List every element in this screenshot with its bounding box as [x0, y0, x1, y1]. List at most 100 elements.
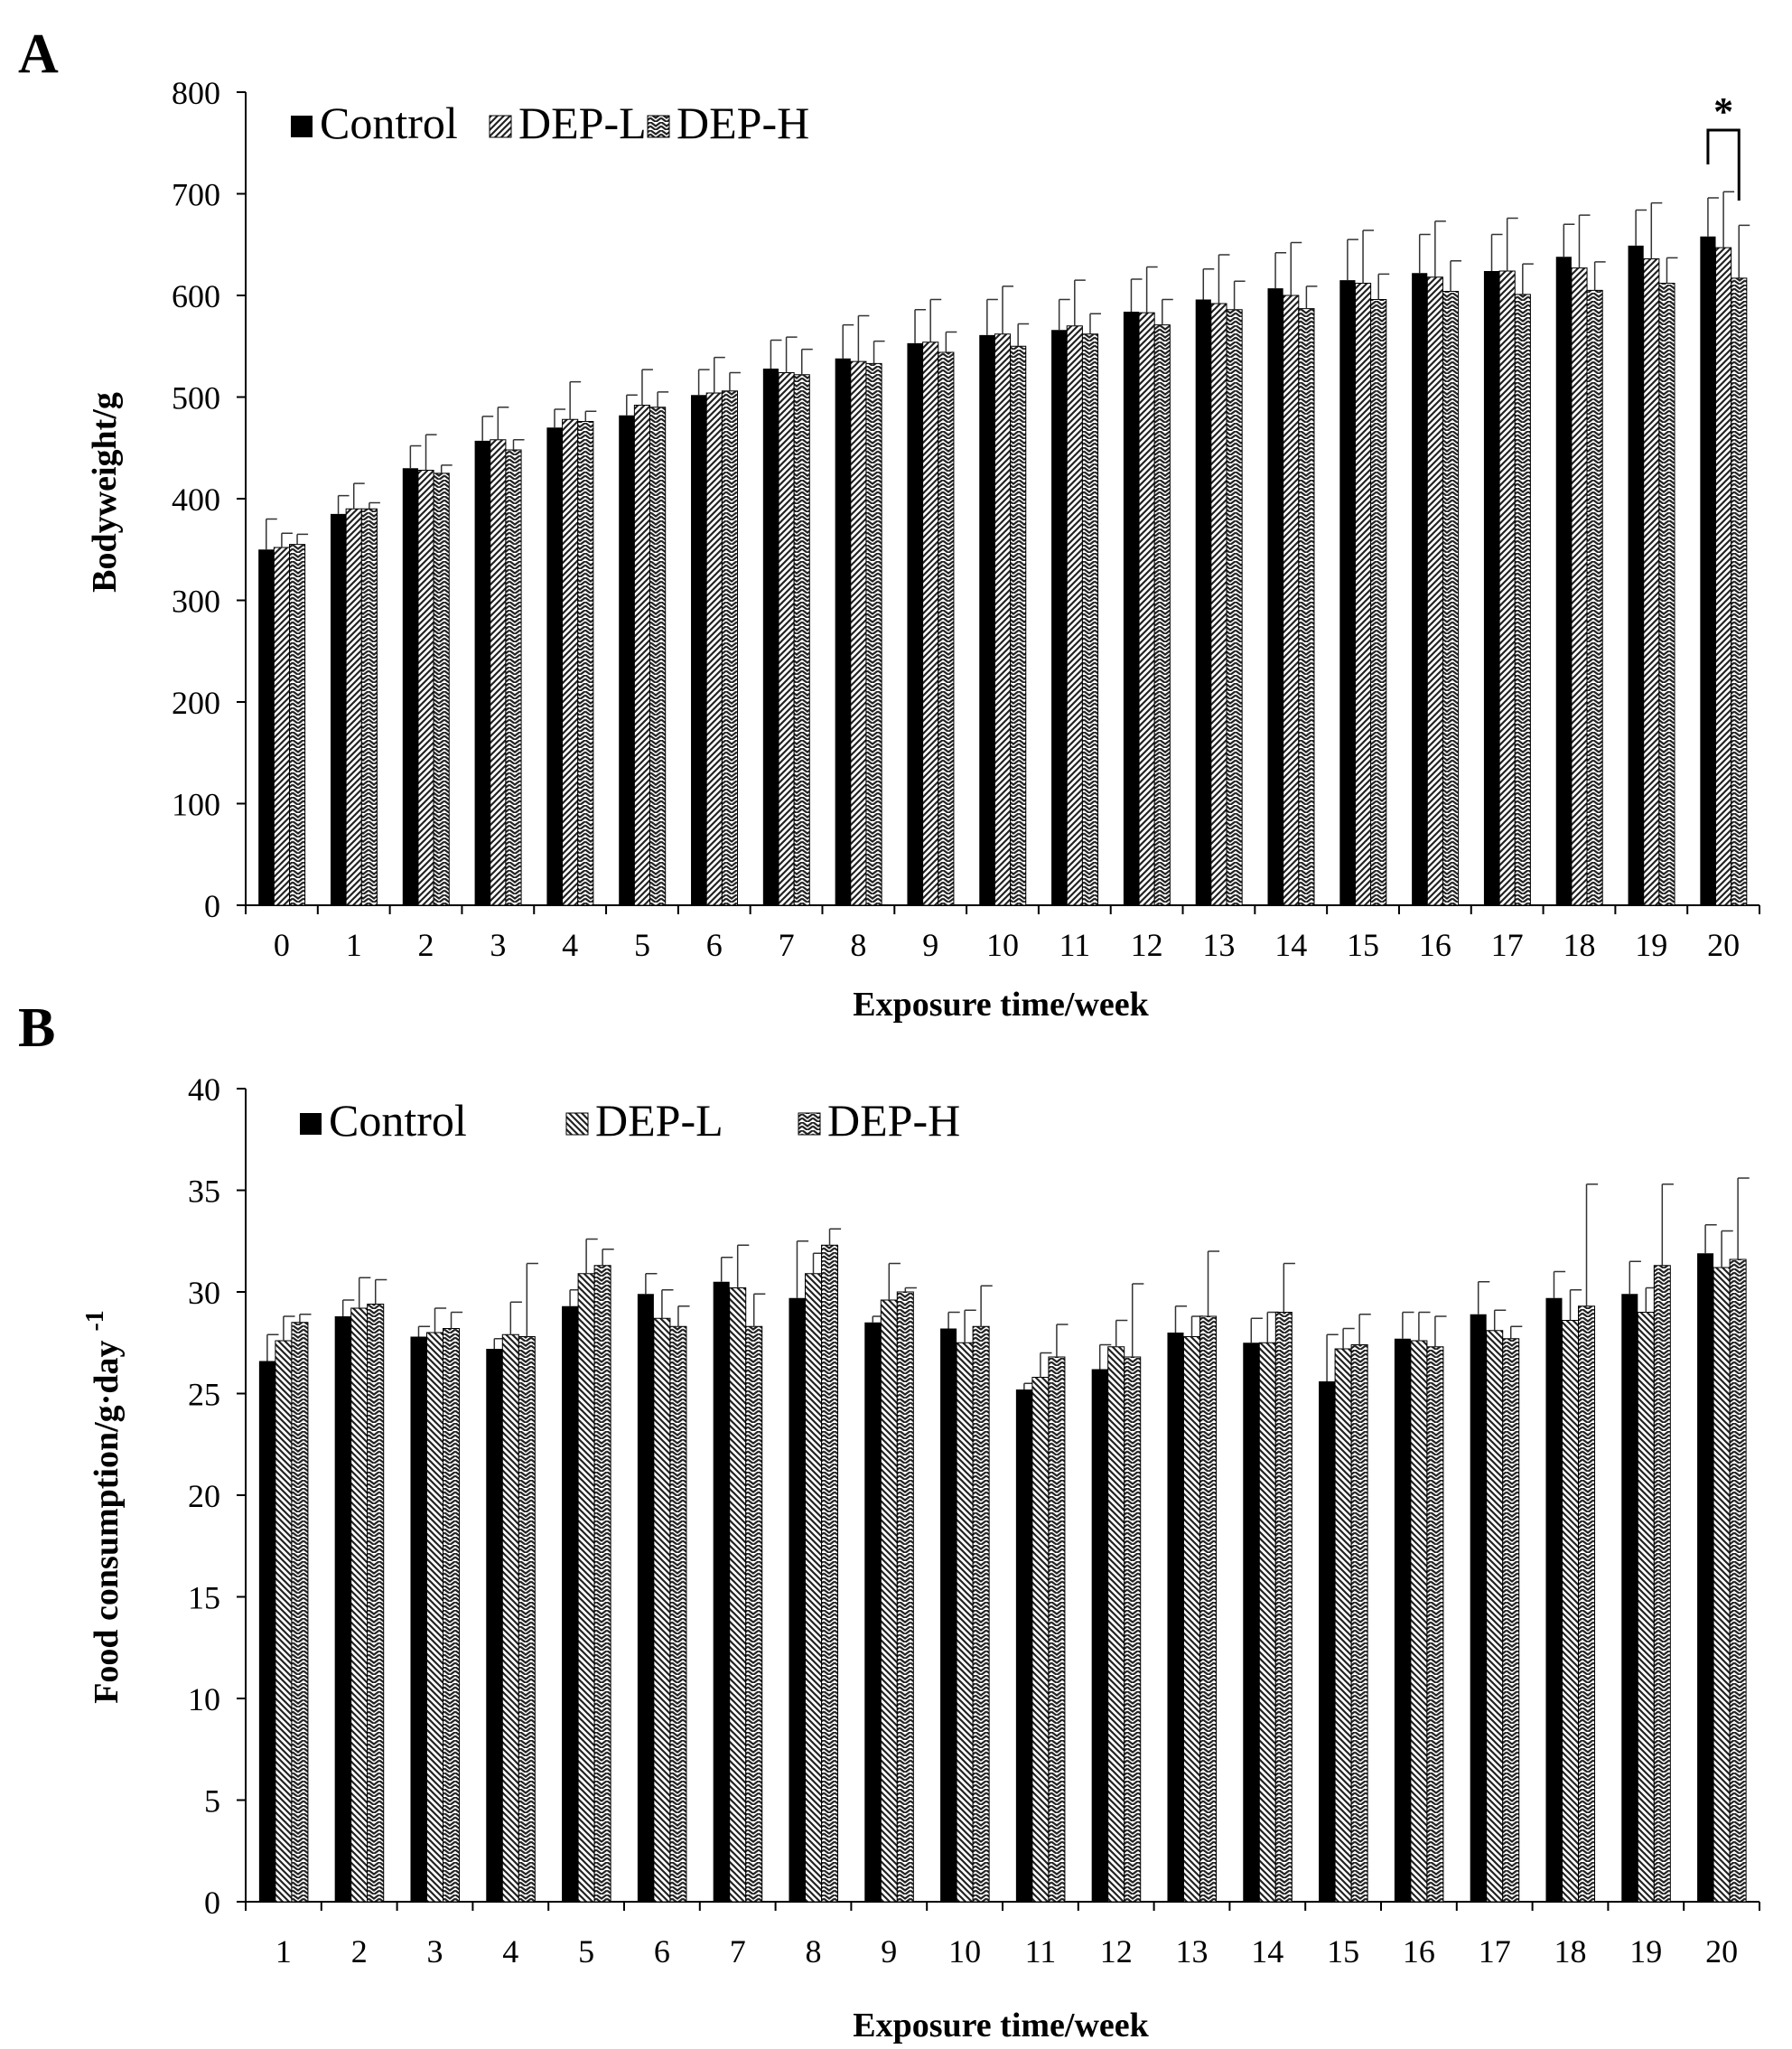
x-tick-label: 6 — [654, 1933, 670, 1969]
bar-control-6 — [691, 395, 707, 905]
x-tick-label: 11 — [1025, 1933, 1057, 1969]
bar-dep-l-1 — [275, 1340, 293, 1903]
bar-dep-h-8 — [865, 362, 882, 906]
legend-label-dep-l: DEP-L — [518, 98, 647, 148]
bars — [258, 1177, 1750, 1903]
y-tick-label: 100 — [172, 787, 220, 823]
x-tick-label: 18 — [1563, 927, 1595, 963]
x-tick-label: 4 — [502, 1933, 518, 1969]
bar-control-0 — [258, 549, 275, 905]
bar-dep-h-4 — [518, 1336, 536, 1903]
x-tick-label: 3 — [427, 1933, 443, 1969]
legend: Control DEP-L DEP-H — [300, 1095, 960, 1146]
bar-control-1 — [258, 1361, 275, 1902]
y-axis-label-text: Food consumption/g·day — [88, 1341, 126, 1704]
legend-swatch-control — [291, 116, 313, 137]
bar-control-20 — [1700, 236, 1716, 905]
bar-dep-l-16 — [1426, 276, 1443, 906]
x-tick-label: 15 — [1347, 927, 1379, 963]
bar-dep-l-7 — [729, 1287, 747, 1903]
bar-dep-l-15 — [1354, 283, 1372, 906]
bar-dep-h-18 — [1578, 1305, 1596, 1903]
bar-dep-l-9 — [922, 342, 939, 906]
y-tick-label: 200 — [172, 685, 220, 721]
bar-dep-l-4 — [562, 418, 579, 906]
bar-dep-h-14 — [1298, 308, 1315, 906]
bar-dep-h-19 — [1658, 283, 1675, 906]
bar-control-3 — [410, 1336, 427, 1902]
bar-dep-h-17 — [1514, 294, 1531, 906]
y-tick-label: 40 — [188, 1071, 220, 1108]
bar-control-18 — [1545, 1297, 1563, 1902]
bar-control-13 — [1167, 1333, 1184, 1902]
bar-control-10 — [940, 1328, 957, 1902]
bar-control-16 — [1412, 273, 1428, 905]
bar-dep-h-18 — [1586, 289, 1603, 906]
bar-dep-h-9 — [896, 1291, 914, 1903]
bar-dep-h-2 — [367, 1304, 385, 1903]
bar-dep-l-20 — [1713, 1267, 1731, 1903]
bar-dep-l-20 — [1715, 247, 1732, 906]
x-axis-label: Exposure time/week — [853, 986, 1149, 1024]
y-tick-label: 30 — [188, 1275, 220, 1311]
bar-dep-h-11 — [1048, 1356, 1066, 1903]
y-tick-label: 400 — [172, 482, 220, 518]
bar-dep-l-5 — [633, 405, 651, 906]
bar-dep-h-0 — [288, 544, 306, 906]
bar-control-11 — [1015, 1389, 1032, 1902]
y-tick-label: 20 — [188, 1478, 220, 1514]
bar-dep-h-13 — [1226, 309, 1243, 906]
x-tick-label: 0 — [274, 927, 290, 963]
legend-label-dep-h: DEP-H — [677, 98, 809, 148]
legend-label-control: Control — [329, 1095, 467, 1146]
bar-dep-h-7 — [745, 1325, 763, 1903]
bar-dep-l-12 — [1107, 1346, 1125, 1903]
panel-label-a: A — [18, 23, 59, 85]
bar-control-15 — [1339, 280, 1356, 905]
bar-dep-h-8 — [821, 1244, 839, 1903]
legend-swatch-dep-l — [489, 115, 512, 138]
x-tick-label: 2 — [418, 927, 434, 963]
bar-control-4 — [486, 1349, 503, 1902]
y-tick-label: 0 — [204, 1885, 220, 1921]
bar-control-18 — [1555, 257, 1572, 905]
y-tick-label: 700 — [172, 177, 220, 213]
bar-dep-h-20 — [1729, 1258, 1747, 1903]
bar-dep-l-1 — [345, 508, 362, 906]
bar-dep-l-8 — [850, 360, 867, 906]
bar-dep-l-13 — [1182, 1336, 1201, 1903]
bar-control-15 — [1319, 1381, 1336, 1902]
y-axis-label-superscript: -1 — [81, 1310, 109, 1331]
x-tick-label: 12 — [1131, 927, 1163, 963]
bar-dep-l-9 — [880, 1299, 898, 1903]
bar-control-9 — [864, 1322, 882, 1902]
x-tick-label: 10 — [948, 1933, 981, 1969]
bar-control-17 — [1483, 271, 1500, 905]
bar-dep-h-3 — [505, 449, 522, 906]
bar-dep-h-5 — [649, 407, 667, 906]
bar-dep-l-2 — [350, 1307, 369, 1903]
bar-control-11 — [1051, 330, 1068, 905]
panel-b: B Exposure time/week Food consumption/g·… — [18, 997, 1760, 2044]
legend-swatch-dep-l — [565, 1112, 589, 1136]
bar-dep-h-20 — [1731, 277, 1748, 906]
bar-dep-h-13 — [1199, 1315, 1218, 1903]
bar-control-4 — [546, 427, 563, 905]
x-tick-label: 10 — [986, 927, 1019, 963]
x-tick-label: 20 — [1707, 927, 1740, 963]
legend-swatch-dep-h — [798, 1112, 821, 1136]
bar-dep-l-11 — [1031, 1377, 1050, 1903]
x-tick-label: 14 — [1274, 927, 1307, 963]
legend-swatch-dep-h — [647, 115, 670, 138]
x-tick-label: 9 — [922, 927, 938, 963]
x-tick-label: 12 — [1100, 1933, 1133, 1969]
bar-dep-h-1 — [360, 508, 378, 906]
x-tick-label: 16 — [1419, 927, 1451, 963]
bar-dep-l-8 — [804, 1273, 823, 1903]
y-tick-label: 10 — [188, 1681, 220, 1717]
x-tick-label: 8 — [850, 927, 866, 963]
bar-dep-h-16 — [1442, 291, 1460, 906]
bar-control-12 — [1123, 312, 1140, 905]
bar-dep-h-19 — [1653, 1265, 1671, 1903]
